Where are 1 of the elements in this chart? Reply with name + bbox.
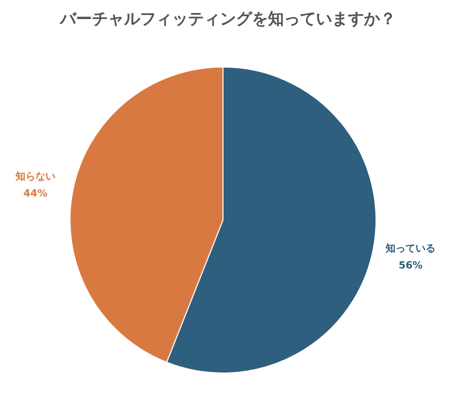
chart-title: バーチャルフィッティングを知っていますか？ [59,9,396,28]
